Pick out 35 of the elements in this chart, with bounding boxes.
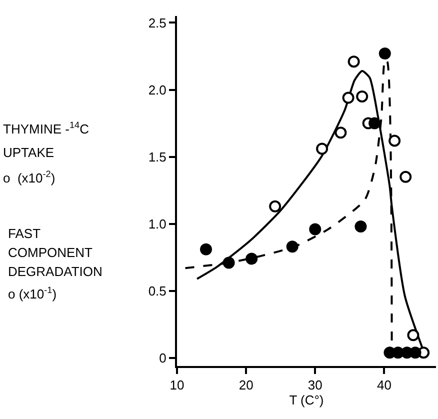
point [400,170,412,183]
point [246,252,258,265]
point [354,220,367,233]
point [388,134,401,147]
point [316,142,328,155]
point [342,92,354,104]
point [222,256,235,269]
text: o (x10$^{-1}$) [8,285,57,302]
point [348,56,360,68]
y-tick-label: 0 [159,350,166,366]
point [309,223,322,236]
y-tick-label: 0.5 [148,283,166,298]
y-tick-label: 1.0 [148,216,166,232]
point [286,240,298,253]
point [356,90,368,102]
y-tick-label: 2.0 [148,82,166,98]
point [368,117,381,130]
point [269,200,282,212]
text: THYMINE -$^{14}$C [3,120,89,136]
text: DEGRADATION [8,264,102,279]
point [200,243,212,256]
point [407,329,420,342]
x-tick-label: 30 [308,378,322,393]
point [334,126,347,139]
x-axis-title: T (C°) [289,392,324,408]
x-tick-label: 20 [238,378,254,393]
y-tick-label: 1.5 [148,149,166,164]
x-tick-label: 40 [376,378,392,393]
text: o (x10$^{-2}$) [3,169,56,186]
text: FAST [8,226,41,241]
text: UPTAKE [3,145,54,160]
y-tick-label: 2.5 [148,15,166,30]
x-tick-label: 10 [170,378,184,393]
point [378,48,391,60]
text: COMPONENT [8,245,93,260]
